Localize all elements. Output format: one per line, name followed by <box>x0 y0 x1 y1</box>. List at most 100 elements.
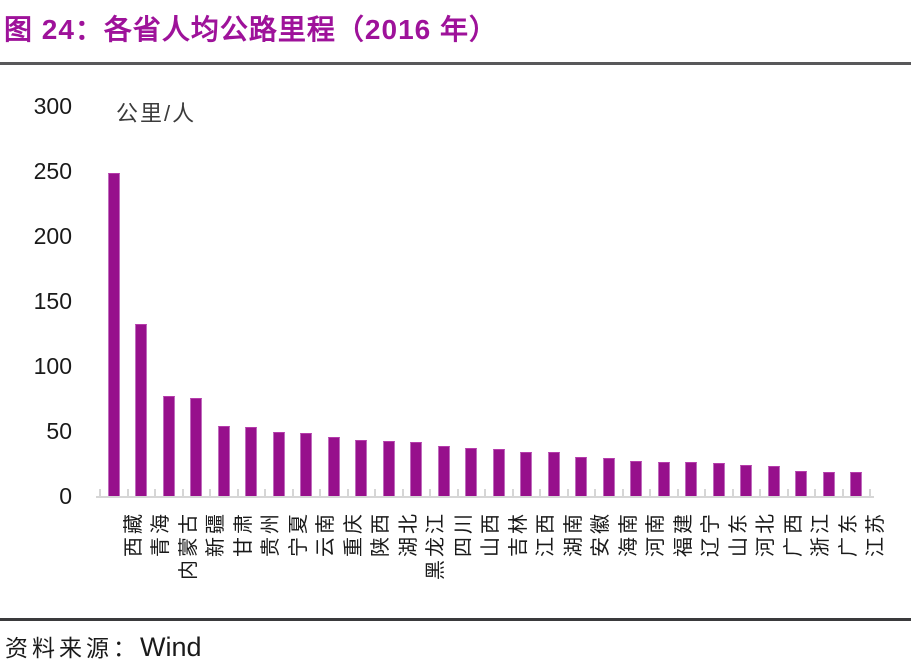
bar-西藏 <box>107 173 120 497</box>
bar-slot <box>623 107 651 497</box>
plot-area <box>96 107 874 498</box>
axis-tick <box>594 489 596 496</box>
bar-slot <box>293 107 321 497</box>
bar-江苏 <box>850 472 863 497</box>
axis-tick <box>181 489 184 496</box>
bar-slot <box>155 107 183 497</box>
axis-tick <box>456 489 459 496</box>
bar-slot <box>183 107 211 497</box>
bar-辽宁 <box>685 461 698 497</box>
y-axis-unit-label: 公里/人 <box>116 101 197 126</box>
title-divider <box>0 62 911 65</box>
source-value: Wind <box>140 632 202 662</box>
bar-slot <box>843 107 871 497</box>
y-axis: 300 250 200 150 100 50 0 <box>0 0 72 520</box>
bar-重庆 <box>327 437 340 497</box>
bar-宁夏 <box>272 432 285 497</box>
bar-甘肃 <box>217 425 230 497</box>
bar-云南 <box>300 433 313 497</box>
x-label-slot: 浙江 <box>788 499 832 614</box>
axis-tick <box>786 489 789 496</box>
axis-tick <box>814 489 816 496</box>
axis-tick <box>566 489 569 496</box>
bar-slot <box>760 107 788 497</box>
bar-slot <box>678 107 706 497</box>
x-label-slot: 广东 <box>815 499 860 614</box>
bar-广东 <box>822 472 835 497</box>
bar-slot <box>430 107 458 497</box>
bar-吉林 <box>492 448 505 497</box>
x-axis-line <box>96 496 874 498</box>
x-label-slot: 湖北 <box>375 499 420 614</box>
axis-tick <box>319 489 321 496</box>
bar-河南 <box>630 460 643 497</box>
bar-河北 <box>740 464 753 497</box>
bar-内蒙古 <box>162 395 175 497</box>
bar-slot <box>815 107 843 497</box>
axis-tick <box>511 489 514 496</box>
source-label: 资料来源： <box>5 636 140 662</box>
bar-陕西 <box>355 439 368 497</box>
bar-山东 <box>712 463 725 497</box>
x-label-slot: 内蒙古 <box>155 499 200 614</box>
bar-湖南 <box>547 451 560 497</box>
axis-tick <box>539 489 541 496</box>
bar-slot <box>128 107 156 497</box>
x-label-slot: 新疆 <box>183 499 227 614</box>
axis-tick <box>264 489 266 496</box>
bar-新疆 <box>190 398 203 497</box>
x-label-slot: 西藏 <box>100 499 145 614</box>
x-label-slot: 河南 <box>623 499 667 614</box>
axis-tick <box>841 489 844 496</box>
bar-海南 <box>602 458 615 497</box>
axis-tick <box>126 489 129 496</box>
bar-slot <box>595 107 623 497</box>
axis-tick <box>676 489 679 496</box>
bar-四川 <box>437 446 450 497</box>
axis-tick <box>429 489 431 496</box>
x-label-slot: 广西 <box>760 499 805 614</box>
bar-slot <box>650 107 678 497</box>
axis-tick <box>374 489 376 496</box>
bar-slot <box>458 107 486 497</box>
axis-tick <box>401 489 404 496</box>
bar-slot <box>568 107 596 497</box>
bar-series <box>100 107 870 497</box>
bar-slot <box>238 107 266 497</box>
x-axis-label-江苏: 江苏 <box>865 511 888 557</box>
axis-tick <box>649 489 651 496</box>
x-label-slot: 江苏 <box>843 499 887 614</box>
bar-slot <box>513 107 541 497</box>
axis-tick <box>236 489 239 496</box>
x-label-slot: 吉林 <box>485 499 530 614</box>
bar-slot <box>210 107 238 497</box>
bar-slot <box>733 107 761 497</box>
bar-slot <box>403 107 431 497</box>
y-axis-label: 150 <box>33 287 72 314</box>
axis-tick <box>154 489 156 496</box>
x-label-slot: 青海 <box>128 499 172 614</box>
axis-tick <box>759 489 761 496</box>
x-label-slot: 湖南 <box>540 499 585 614</box>
x-label-slot: 陕西 <box>348 499 392 614</box>
bar-安徽 <box>575 456 588 497</box>
x-label-slot: 江西 <box>513 499 557 614</box>
axis-tick <box>731 489 734 496</box>
bar-山西 <box>465 447 478 497</box>
x-label-slot: 福建 <box>650 499 695 614</box>
bar-slot <box>485 107 513 497</box>
axis-tick <box>621 489 624 496</box>
x-label-slot: 山东 <box>705 499 750 614</box>
y-axis-label: 300 <box>33 92 72 119</box>
x-label-slot: 重庆 <box>320 499 365 614</box>
axis-tick <box>704 489 706 496</box>
x-label-slot: 贵州 <box>238 499 282 614</box>
axis-tick <box>99 489 101 496</box>
x-label-slot: 四川 <box>430 499 475 614</box>
x-label-slot: 河北 <box>733 499 777 614</box>
y-axis-label: 50 <box>46 417 72 444</box>
chart-title: 图 24：各省人均公路里程（2016 年） <box>4 14 498 45</box>
x-axis-labels: 西藏 青海 内蒙古 新疆 甘肃 贵州 宁夏 云南 重庆 陕西 湖北 黑龙江 四川 山西 吉林 江西 湖南 安徽 海南… <box>100 499 888 614</box>
bar-slot <box>375 107 403 497</box>
